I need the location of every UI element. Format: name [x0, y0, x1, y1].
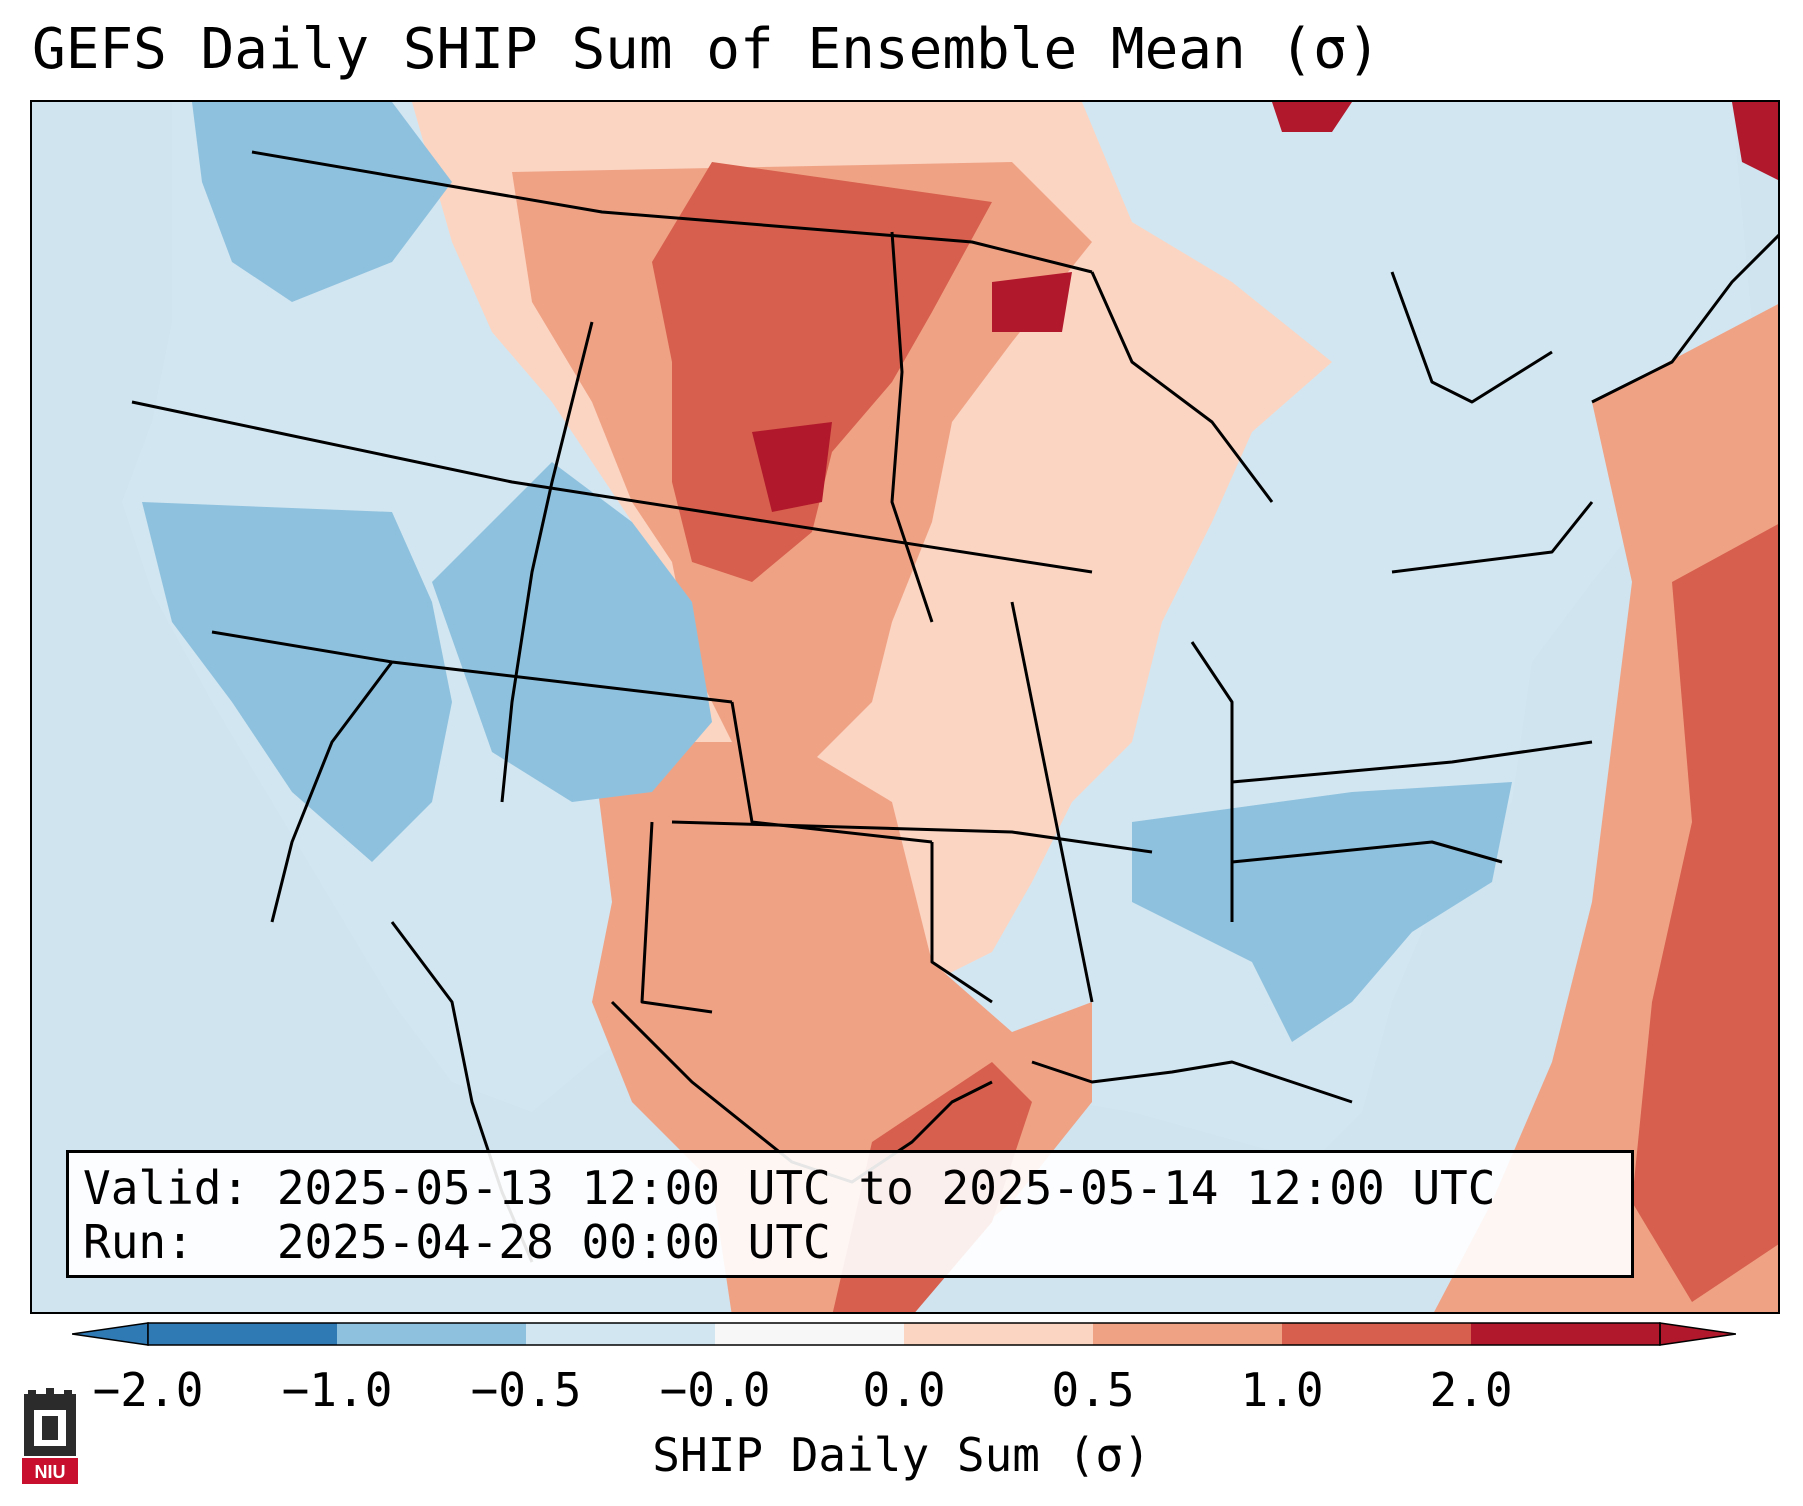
colorbar-extend-low [71, 1322, 149, 1346]
colorbar-tick-label: 2.0 [1429, 1363, 1513, 1417]
valid-line: Valid: 2025-05-13 12:00 UTC to 2025-05-1… [83, 1161, 1496, 1215]
info-box: Valid: 2025-05-13 12:00 UTC to 2025-05-1… [66, 1150, 1634, 1278]
colorbar-tick-label: 0.0 [862, 1363, 946, 1417]
colorbar-label: SHIP Daily Sum (σ) [652, 1428, 1151, 1482]
colorbar-outline [147, 1322, 1661, 1346]
colorbar-segment [1282, 1323, 1472, 1345]
colorbar-tick-label: 1.0 [1240, 1363, 1324, 1417]
anomaly-northeast-red [1272, 102, 1778, 180]
anomaly-plains-high [652, 162, 992, 582]
anomaly-colorado [432, 462, 712, 802]
anomaly-atlantic-high [1632, 524, 1778, 1302]
run-line: Run: 2025-04-28 00:00 UTC [83, 1215, 831, 1269]
colorbar-segment [1093, 1323, 1283, 1345]
colorbar-svg [71, 1322, 1737, 1346]
logo-text: NIU [35, 1462, 66, 1482]
colorbar-tick-label: −0.0 [659, 1363, 771, 1417]
colorbar-segment [148, 1323, 338, 1345]
colorbar-segment [715, 1323, 905, 1345]
colorbar-tick-label: −0.5 [470, 1363, 582, 1417]
anomaly-plains-extreme [752, 272, 1072, 512]
colorbar-tick-label: −1.0 [281, 1363, 393, 1417]
anomaly-great-basin [142, 502, 452, 862]
colorbar [71, 1320, 1737, 1352]
colorbar-segment [904, 1323, 1094, 1345]
colorbar-segment [1471, 1323, 1661, 1345]
map-title: GEFS Daily SHIP Sum of Ensemble Mean (σ) [32, 17, 1381, 82]
border-lines [131, 150, 1778, 1263]
colorbar-extend-high [1659, 1322, 1737, 1346]
anomaly-map [122, 102, 1778, 1312]
niu-logo: NIU [20, 1388, 80, 1492]
colorbar-segment [337, 1323, 527, 1345]
map-panel [30, 100, 1780, 1314]
colorbar-segment [526, 1323, 716, 1345]
colorbar-tick-label: 0.5 [1051, 1363, 1135, 1417]
colorbar-tick-label: −2.0 [92, 1363, 204, 1417]
anomaly-southeast [1132, 782, 1512, 1042]
